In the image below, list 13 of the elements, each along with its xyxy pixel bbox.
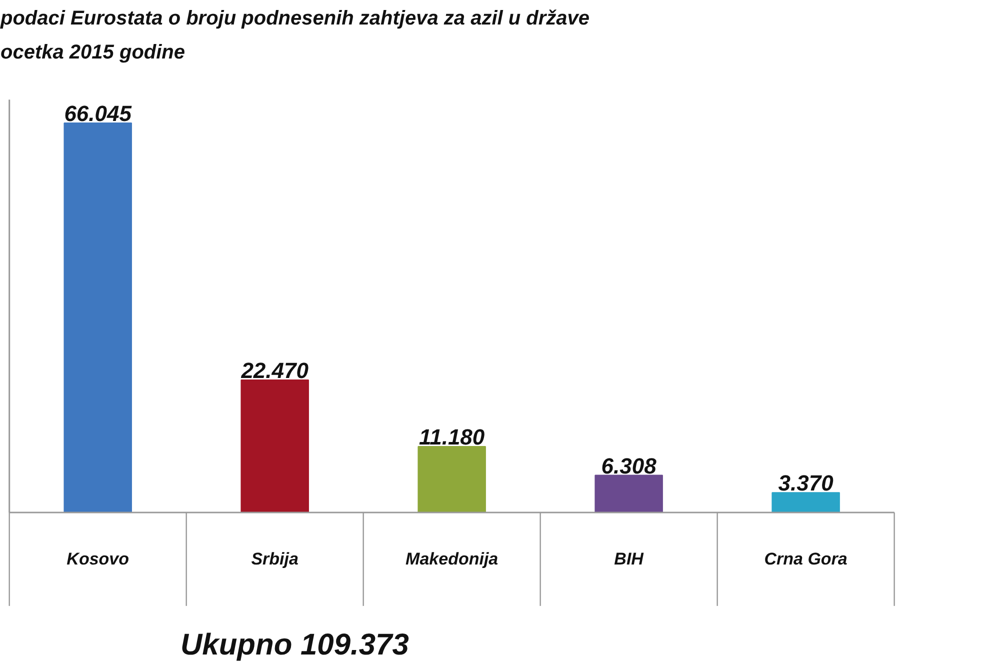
data-label: 6.308 xyxy=(601,453,658,478)
x-tick-label: Srbija xyxy=(251,550,298,569)
x-tick-label: BIH xyxy=(614,550,644,569)
data-label: 22.470 xyxy=(240,358,310,383)
x-tick-label: Crna Gora xyxy=(764,550,848,569)
x-tick-label: Kosovo xyxy=(66,550,130,569)
chart-subtitle: ocetka 2015 godine xyxy=(0,42,186,64)
text: Ukupno 109.373 xyxy=(180,628,410,662)
data-label: 11.180 xyxy=(419,424,486,450)
x-tick-label: Makedonija xyxy=(406,550,498,569)
data-label: 66.045 xyxy=(64,101,132,126)
chart-title: podaci Eurostata o broju podnesenih zahtjeva za azil u države xyxy=(0,8,590,30)
data-label: 3.370 xyxy=(778,470,834,496)
